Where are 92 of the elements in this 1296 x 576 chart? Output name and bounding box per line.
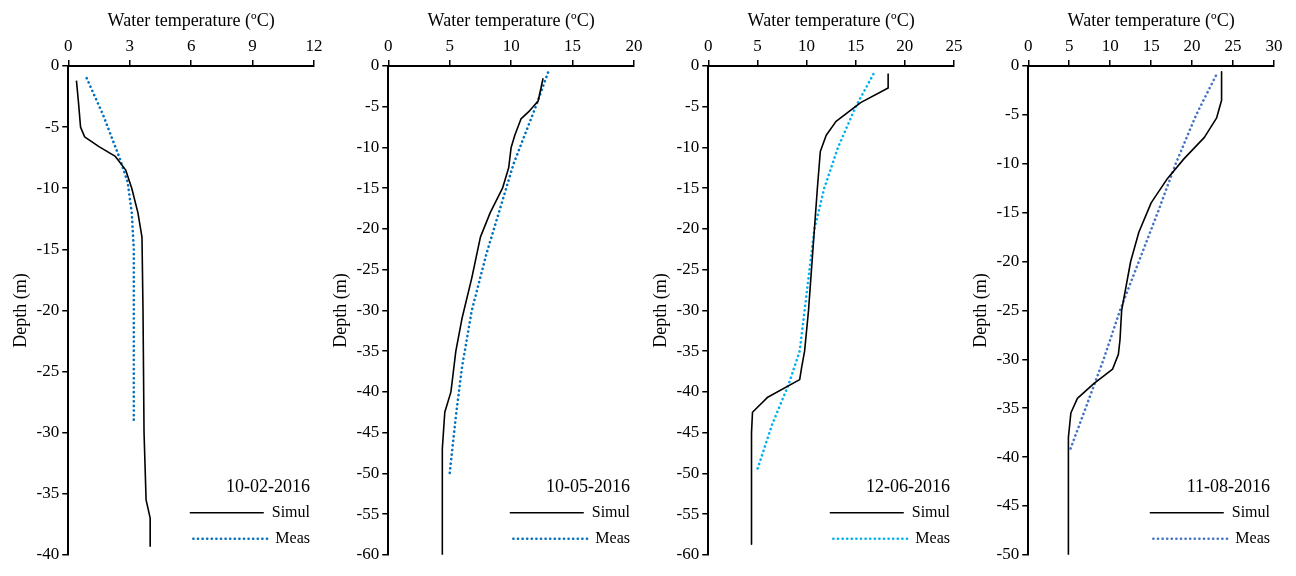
x-tick-label: 15 [847,36,865,56]
y-tick-label: -50 [996,544,1020,564]
y-tick-label: -15 [356,177,380,197]
y-tick-label: -5 [45,116,60,136]
x-tick-label: 10 [1101,36,1119,56]
y-tick-label: -40 [356,381,380,401]
y-axis-title: Depth (m) [329,273,351,348]
y-tick-label: 0 [1010,55,1020,75]
legend-label: Simul [911,503,951,520]
line-series [85,76,136,422]
x-tick-label: 30 [1265,36,1283,56]
y-tick-label: -35 [356,340,380,360]
legend-label: Meas [1235,529,1270,546]
y-tick-label: -40 [36,544,60,564]
x-tick-label: 12 [305,36,323,56]
legend-label: Simul [591,503,631,520]
x-tick-label: 9 [248,36,257,56]
x-tick-label: 20 [896,36,914,56]
y-tick-label: -25 [356,259,380,279]
x-tick-label: 0 [704,36,713,56]
y-tick-label: -5 [365,96,380,116]
x-tick-label: 0 [64,36,73,56]
x-tick-label: 6 [186,36,196,56]
y-tick-label: -45 [996,495,1020,515]
y-tick-label: -20 [36,299,60,319]
x-axis-title: Water temperature (ºC) [1067,9,1235,31]
x-tick-label: 25 [1224,36,1242,56]
y-tick-label: -40 [676,381,700,401]
x-axis-title: Water temperature (ºC) [747,9,915,31]
y-tick-label: 0 [370,55,380,75]
x-axis-title: Water temperature (ºC) [427,9,595,31]
legend-title: 10-02-2016 [226,475,310,496]
x-tick-label: 10 [502,36,520,56]
y-tick-label: -20 [996,250,1020,270]
y-tick-label: -5 [1005,104,1020,124]
y-tick-label: -35 [676,340,700,360]
x-tick-label: 25 [945,36,963,56]
y-axis-title: Depth (m) [9,273,31,348]
x-tick-label: 5 [753,36,762,56]
x-tick-label: 0 [1024,36,1033,56]
y-tick-label: -10 [356,136,380,156]
y-tick-label: -40 [996,446,1020,466]
y-tick-label: -10 [676,136,700,156]
y-tick-label: -10 [36,177,60,197]
y-tick-label: -35 [996,397,1020,417]
y-tick-label: -15 [996,202,1020,222]
x-tick-label: 5 [445,36,454,56]
y-tick-label: 0 [690,55,700,75]
legend-title: 11-08-2016 [1186,475,1270,496]
y-tick-label: -10 [996,153,1020,173]
y-tick-label: -25 [676,259,700,279]
legend-label: Meas [595,529,630,546]
legend-label: Simul [271,503,311,520]
line-series [756,72,875,471]
y-tick-label: -30 [356,299,380,319]
y-tick-label: -25 [36,360,60,380]
x-axis-title: Water temperature (ºC) [107,9,275,31]
x-tick-label: 20 [1183,36,1201,56]
legend-label: Simul [1231,503,1271,520]
y-tick-label: -55 [356,503,380,523]
x-tick-label: 3 [125,36,134,56]
legend-title: 12-06-2016 [866,475,950,496]
y-axis-title: Depth (m) [969,273,991,348]
y-tick-label: -55 [676,503,700,523]
x-tick-label: 20 [625,36,643,56]
x-tick-label: 10 [798,36,816,56]
line-series [448,71,550,475]
y-tick-label: -5 [685,96,700,116]
y-axis-title: Depth (m) [649,273,671,348]
x-tick-label: 15 [1142,36,1160,56]
y-tick-label: -15 [36,238,60,258]
x-tick-label: 5 [1064,36,1074,56]
y-tick-label: -50 [356,462,380,482]
legend-label: Meas [275,529,310,546]
y-tick-label: -20 [676,218,700,238]
x-tick-label: 0 [384,36,393,56]
y-tick-label: -25 [996,299,1020,319]
y-tick-label: -35 [36,483,60,503]
y-tick-label: -60 [356,544,380,564]
y-tick-label: -45 [676,422,700,442]
y-tick-label: -50 [676,462,700,482]
y-tick-label: -20 [356,218,380,238]
y-tick-label: -15 [676,177,700,197]
legend-title: 10-05-2016 [546,475,630,496]
y-tick-label: -45 [356,422,380,442]
legend-label: Meas [915,529,950,546]
y-tick-label: -30 [676,299,700,319]
y-tick-label: -30 [996,348,1020,368]
y-tick-label: -60 [676,544,700,564]
y-tick-label: -30 [36,422,60,442]
y-tick-label: 0 [50,55,60,75]
x-tick-label: 15 [564,36,582,56]
